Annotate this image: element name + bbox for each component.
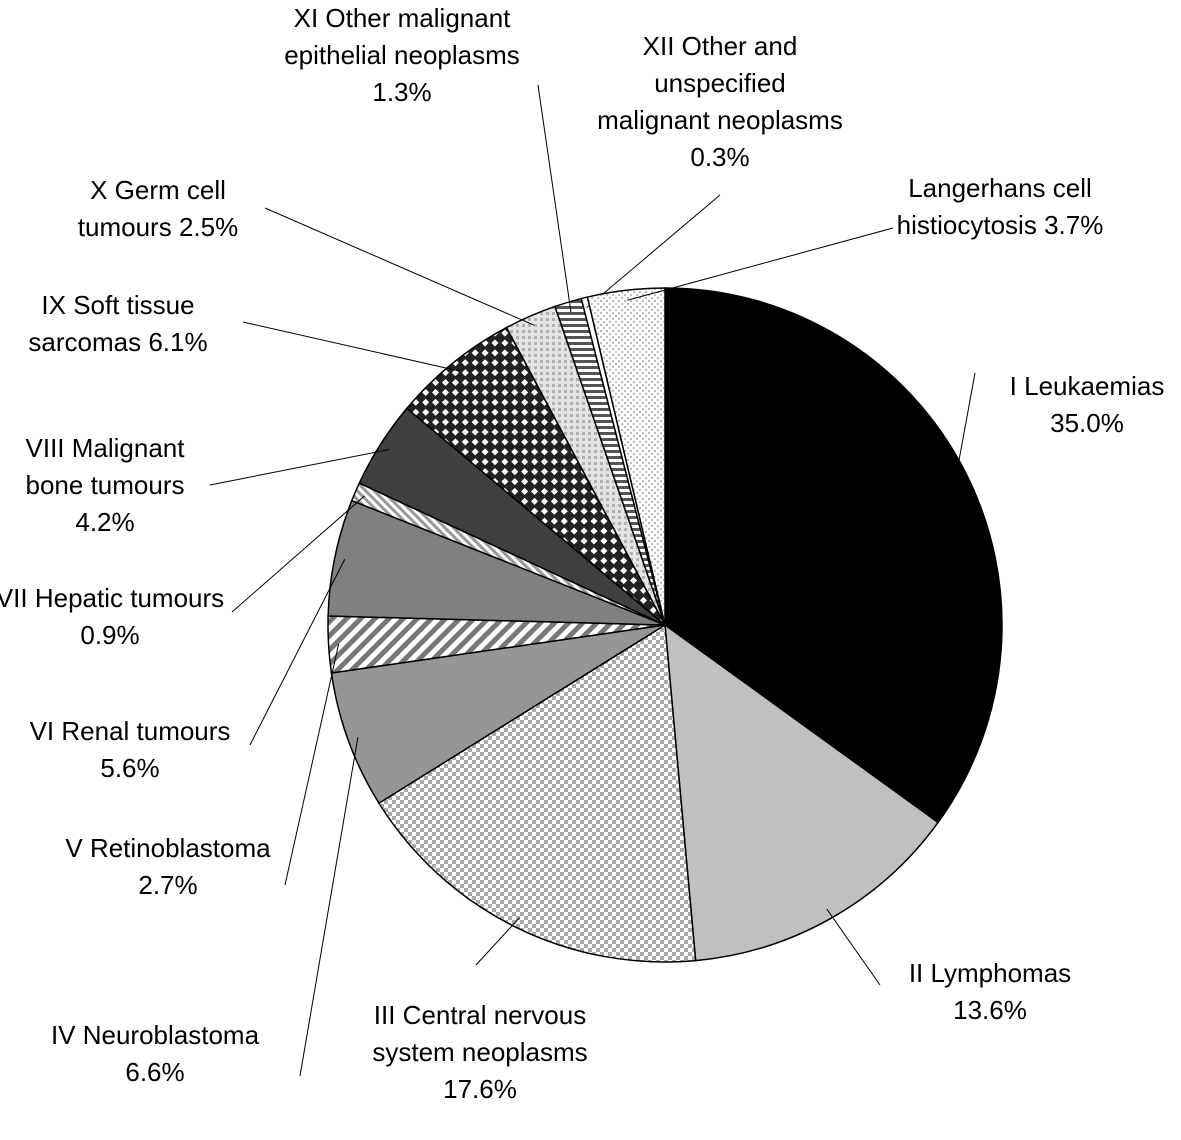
leader-line xyxy=(231,495,366,613)
leader-line xyxy=(955,372,976,477)
value-label: 13.6% xyxy=(953,995,1027,1025)
value-label: 2.7% xyxy=(138,870,198,900)
value-label: 6.1% xyxy=(148,327,208,357)
category-label: I Leukaemias xyxy=(1009,371,1165,401)
leader-line xyxy=(626,227,894,301)
category-label: III Central nervous system neoplasms xyxy=(372,1000,588,1067)
slice-label: VIII Malignant bone tumours 4.2% xyxy=(0,430,210,541)
leader-line xyxy=(284,643,340,886)
pie-slice xyxy=(664,623,940,962)
category-label: VII Hepatic tumours xyxy=(0,583,225,613)
leader-line xyxy=(299,736,359,1077)
leader-line xyxy=(475,917,520,966)
slice-label: VII Hepatic tumours 0.9% xyxy=(0,580,225,654)
leader-line xyxy=(264,207,535,326)
slice-label: X Germ cell tumours 2.5% xyxy=(53,172,263,246)
value-label: 35.0% xyxy=(1050,408,1124,438)
slice-label: II Lymphomas 13.6% xyxy=(870,955,1110,1029)
slice-label: XI Other malignant epithelial neoplasms … xyxy=(277,0,527,111)
leader-line xyxy=(242,321,460,372)
category-label: Langerhans cell histiocytosis xyxy=(896,173,1092,240)
category-label: VIII Malignant bone tumours xyxy=(25,433,185,500)
category-label: IX Soft tissue sarcomas xyxy=(28,290,195,357)
slice-label: V Retinoblastoma 2.7% xyxy=(58,830,278,904)
value-label: 4.2% xyxy=(75,507,135,537)
value-label: 5.6% xyxy=(100,753,160,783)
value-label: 2.5% xyxy=(178,212,239,242)
leader-line xyxy=(537,84,572,313)
slice-label: IX Soft tissue sarcomas 6.1% xyxy=(3,287,233,361)
slice-label: III Central nervous system neoplasms 17.… xyxy=(360,997,600,1108)
leader-line xyxy=(209,449,390,486)
value-label: 0.3% xyxy=(690,142,750,172)
category-label: X Germ cell tumours xyxy=(77,175,226,242)
value-label: 3.7% xyxy=(1044,210,1104,240)
slice-label: VI Renal tumours 5.6% xyxy=(15,713,245,787)
pie-slice xyxy=(586,287,666,626)
value-label: 6.6% xyxy=(125,1057,185,1087)
category-label: XI Other malignant epithelial neoplasms xyxy=(284,3,520,70)
category-label: V Retinoblastoma xyxy=(65,833,271,863)
category-label: VI Renal tumours xyxy=(29,716,231,746)
pie-slice xyxy=(330,624,666,805)
slice-label: XII Other and unspecified malignant neop… xyxy=(595,28,845,176)
leader-line xyxy=(826,908,881,986)
pie-slice xyxy=(405,326,666,626)
slice-label: Langerhans cell histiocytosis 3.7% xyxy=(885,170,1115,244)
pie-slice xyxy=(664,287,1003,824)
value-label: 1.3% xyxy=(372,77,432,107)
value-label: 0.9% xyxy=(80,620,140,650)
value-label: 17.6% xyxy=(443,1074,517,1104)
category-label: II Lymphomas xyxy=(908,958,1072,988)
slice-label: IV Neuroblastoma 6.6% xyxy=(45,1017,265,1091)
leader-line xyxy=(249,559,346,746)
category-label: XII Other and unspecified malignant neop… xyxy=(597,31,843,135)
pie-slice xyxy=(377,623,697,963)
slice-label: I Leukaemias 35.0% xyxy=(977,368,1181,442)
category-label: IV Neuroblastoma xyxy=(50,1020,260,1050)
leader-line xyxy=(586,194,721,308)
